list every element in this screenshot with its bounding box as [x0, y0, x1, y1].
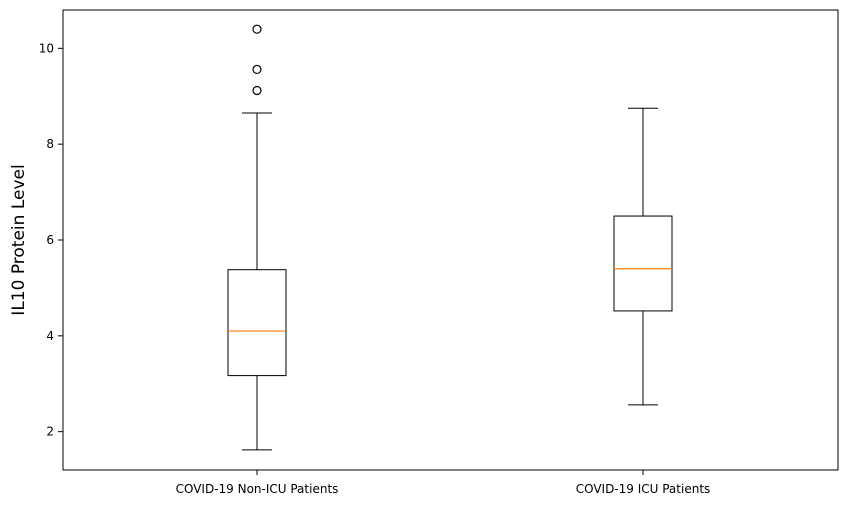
- box-group: [227, 24, 287, 451]
- x-axis-ticks: COVID-19 Non-ICU Patients COVID-19 ICU Pa…: [176, 470, 711, 496]
- x-tick-label: COVID-19 ICU Patients: [576, 482, 711, 496]
- y-tick-label: 8: [46, 137, 54, 151]
- box-group: [613, 107, 673, 406]
- box-series: [227, 24, 673, 451]
- plot-frame: [62, 9, 839, 471]
- y-tick-label: 2: [46, 425, 54, 439]
- y-axis-title: IL10 Protein Level: [9, 164, 29, 315]
- y-tick-label: 6: [46, 233, 54, 247]
- box-iqr: [227, 269, 287, 377]
- x-tick-label: COVID-19 Non-ICU Patients: [176, 482, 339, 496]
- box-iqr: [613, 215, 673, 312]
- outlier-point: [252, 85, 262, 96]
- outlier-point: [252, 24, 262, 34]
- outlier-point: [252, 64, 262, 75]
- y-tick-label: 10: [39, 41, 54, 55]
- y-tick-label: 4: [46, 329, 54, 343]
- y-axis-ticks: 2 4 6 8 10: [39, 41, 63, 439]
